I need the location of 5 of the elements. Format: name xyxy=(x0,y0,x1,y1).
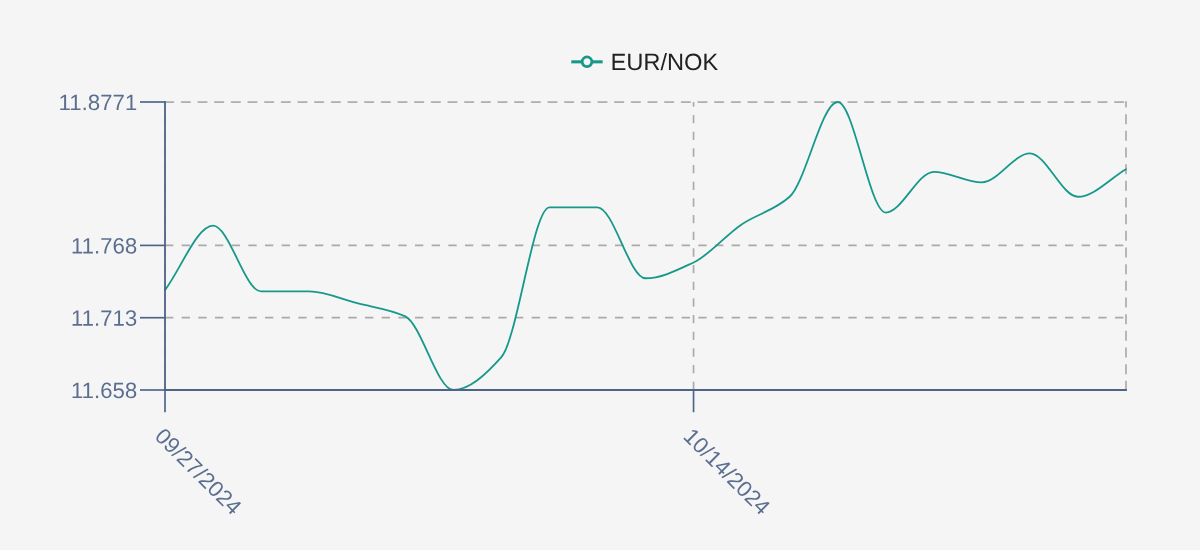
y-tick-label: 11.768 xyxy=(72,237,137,254)
y-tick-label: 11.8771 xyxy=(60,94,137,111)
y-tick-label: 11.713 xyxy=(72,310,137,326)
legend-label: EUR/NOK xyxy=(612,52,718,71)
y-tick-label: 11.658 xyxy=(72,382,137,399)
